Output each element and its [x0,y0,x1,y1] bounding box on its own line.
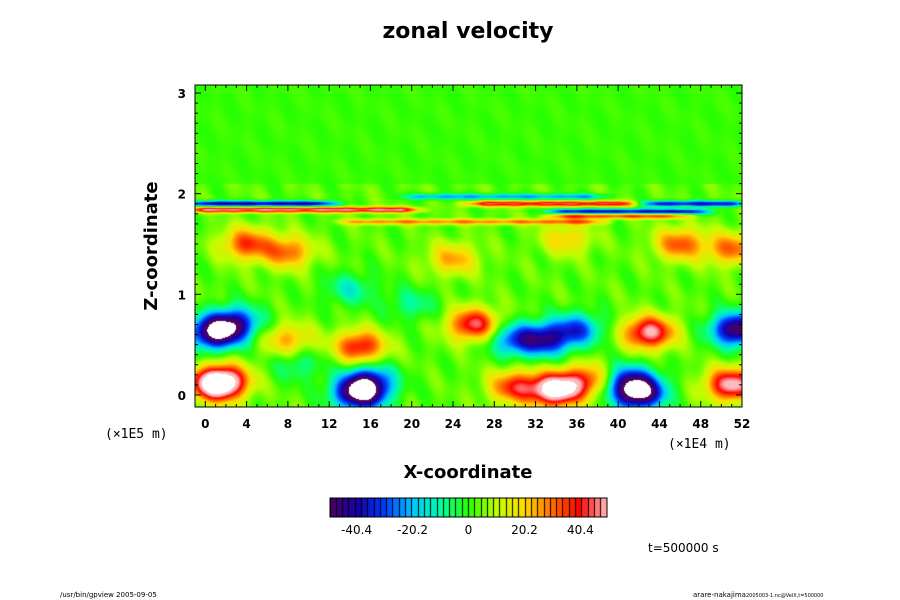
colorbar-tick-label: -40.4 [341,523,372,537]
colorbar-tick-label: -20.2 [397,523,428,537]
footer-right-main: arare-nakajima [693,591,746,599]
time-annotation: t=500000 s [648,541,719,555]
x-tick-label: 16 [362,417,379,431]
x-unit-label: (×1E4 m) [668,437,731,452]
y-axis-label: Z-coordinate [141,181,162,310]
y-tick-label: 0 [178,389,186,403]
x-tick-label: 48 [692,417,709,431]
x-tick-label: 4 [242,417,250,431]
colorbar-tick-label: 0 [465,523,473,537]
footer-right: arare-nakajima2005003-1.nc@VelX,t=500000 [693,591,823,599]
footer-left: /usr/bin/gpview 2005-09-05 [60,591,157,599]
y-unit-label: (×1E5 m) [105,427,168,442]
x-tick-label: 32 [527,417,544,431]
y-axis-ticks: 0 1 2 3 [178,87,742,403]
chart-title: zonal velocity [383,19,554,44]
colorbar [330,498,607,517]
y-tick-label: 1 [178,288,186,302]
x-tick-label: 28 [486,417,503,431]
x-tick-label: 12 [321,417,338,431]
x-tick-label: 0 [201,417,209,431]
x-tick-label: 36 [569,417,586,431]
x-axis-label: X-coordinate [404,462,533,483]
x-tick-label: 8 [284,417,292,431]
heatmap-area [195,85,742,407]
colorbar-frame [329,497,608,518]
colorbar-tick-label: 40.4 [567,523,594,537]
y-tick-label: 2 [178,188,186,202]
plot-frame [194,84,743,408]
colorbar-tick-label: 20.2 [511,523,538,537]
footer-right-sub: 2005003-1.nc@VelX,t=500000 [746,593,824,599]
x-tick-label: 20 [403,417,420,431]
x-tick-label: 44 [651,417,668,431]
x-axis-ticks: 0 4 8 12 16 20 24 28 32 36 40 44 48 52 [201,85,750,431]
colorbar-ticks: -40.4 -20.2 0 20.2 40.4 [341,523,594,537]
x-tick-label: 40 [610,417,627,431]
y-tick-label: 3 [178,87,186,101]
x-tick-label: 52 [734,417,751,431]
x-tick-label: 24 [445,417,462,431]
